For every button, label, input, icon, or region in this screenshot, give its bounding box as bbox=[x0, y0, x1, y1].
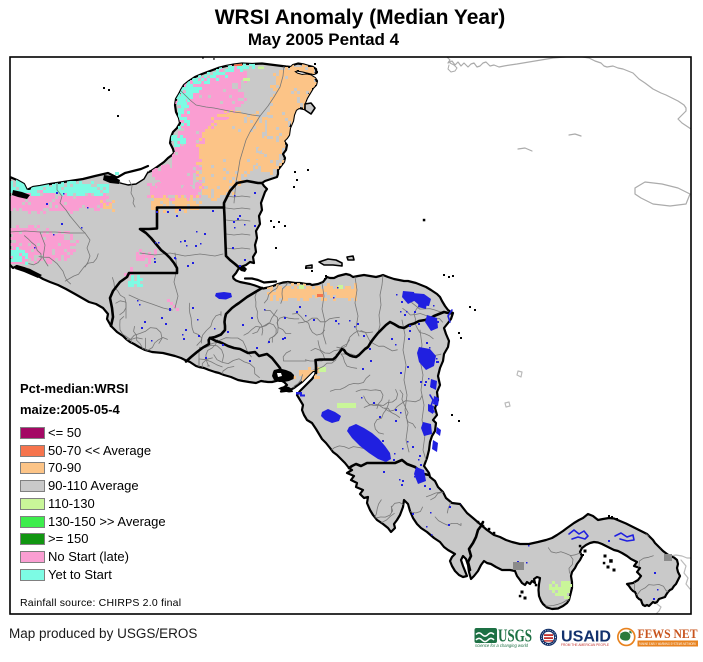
svg-text:science for a changing world: science for a changing world bbox=[475, 643, 528, 648]
svg-text:FROM THE AMERICAN PEOPLE: FROM THE AMERICAN PEOPLE bbox=[561, 643, 610, 647]
svg-text:FEWS NET: FEWS NET bbox=[638, 626, 698, 641]
svg-text:USAID: USAID bbox=[561, 628, 611, 645]
svg-text:FAMINE EARLY WARNING SYSTEMS N: FAMINE EARLY WARNING SYSTEMS NETWORK bbox=[639, 642, 697, 646]
svg-text:USGS: USGS bbox=[498, 626, 532, 646]
